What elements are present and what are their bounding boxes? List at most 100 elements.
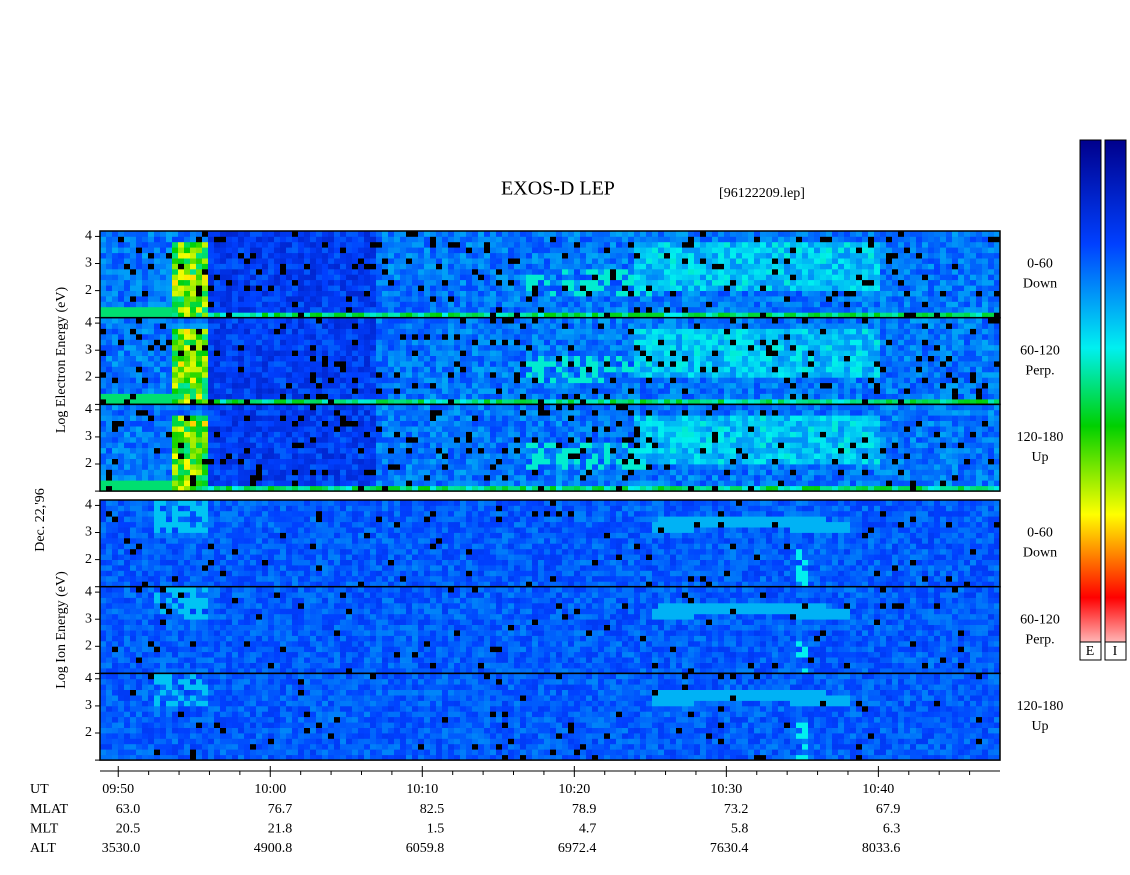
spectrogram-cell (898, 339, 905, 346)
spectrogram-cell (640, 252, 647, 259)
spectrogram-cell (868, 366, 875, 373)
spectrogram-cell (442, 312, 449, 319)
spectrogram-cell (520, 382, 527, 389)
spectrogram-cell (358, 274, 365, 281)
spectrogram-cell (256, 268, 263, 275)
spectrogram-cell (232, 393, 239, 400)
spectrogram-cell (868, 306, 875, 313)
spectrogram-cell (832, 258, 839, 264)
spectrogram-cell (370, 393, 377, 400)
spectrogram-cell (958, 388, 965, 394)
spectrogram-cell (238, 263, 245, 270)
spectrogram-cell (106, 442, 113, 449)
spectrogram-cell (394, 290, 401, 297)
spectrogram-cell (910, 334, 917, 340)
spectrogram-cell (556, 306, 563, 313)
spectrogram-cell (676, 241, 683, 248)
spectrogram-cell (634, 317, 641, 324)
spectrogram-cell (790, 301, 797, 308)
spectrogram-cell (574, 301, 581, 308)
spectrogram-cell (454, 361, 461, 367)
spectrogram-cell (466, 279, 473, 286)
spectrogram-cell (532, 382, 539, 389)
spectrogram-cell (490, 399, 497, 405)
spectrogram-cell (526, 334, 533, 340)
spectrogram-cell (502, 252, 509, 259)
spectrogram-cell (748, 279, 755, 286)
spectrogram-cell (490, 312, 497, 319)
spectrogram-cell (130, 290, 137, 297)
spectrogram-cell (718, 290, 725, 297)
spectrogram-cell (136, 393, 143, 400)
spectrogram-cell (364, 241, 371, 248)
spectrogram-cell (418, 388, 425, 394)
spectrogram-cell (376, 231, 383, 237)
spectrogram-cell (466, 334, 473, 340)
spectrogram-cell (892, 285, 899, 291)
spectrogram-cell (316, 317, 323, 324)
spectrogram-cell (460, 279, 467, 286)
spectrogram-cell (874, 334, 881, 340)
spectrogram-cell (862, 399, 869, 405)
spectrogram-cell (736, 350, 743, 356)
spectrogram-cell (664, 334, 671, 340)
spectrogram-cell (952, 231, 959, 237)
spectrogram-cell (154, 409, 161, 416)
spectrogram-cell (580, 393, 587, 400)
spectrogram-cell (616, 236, 623, 243)
spectrogram-cell (208, 301, 215, 308)
spectrogram-cell (376, 399, 383, 405)
spectrogram-cell (550, 279, 557, 286)
spectrogram-cell (550, 350, 557, 356)
spectrogram-cell (100, 350, 107, 356)
panel-range: 0-60 (1027, 257, 1053, 272)
spectrogram-cell (316, 247, 323, 254)
spectrogram-cell (232, 382, 239, 389)
spectrogram-cell (328, 231, 335, 237)
spectrogram-cell (898, 361, 905, 367)
spectrogram-cell (568, 344, 575, 351)
spectrogram-cell (226, 274, 233, 281)
spectrogram-cell (880, 279, 887, 286)
spectrogram-cell (670, 328, 677, 335)
spectrogram-cell (436, 268, 443, 275)
spectrogram-cell (562, 279, 569, 286)
spectrogram-cell (124, 334, 131, 340)
spectrogram-cell (352, 279, 359, 286)
spectrogram-cell (112, 404, 119, 411)
spectrogram-cell (202, 366, 209, 373)
spectrogram-cell (496, 344, 503, 351)
spectrogram-cell (178, 388, 185, 394)
spectrogram-cell (946, 268, 953, 275)
spectrogram-cell (148, 334, 155, 340)
spectrogram-cell (964, 241, 971, 248)
spectrogram-cell (490, 393, 497, 400)
spectrogram-cell (970, 274, 977, 281)
spectrogram-cell (412, 361, 419, 367)
spectrogram-cell (502, 361, 509, 367)
spectrogram-cell (916, 334, 923, 340)
spectrogram-cell (466, 339, 473, 346)
spectrogram-cell (304, 236, 311, 243)
spectrogram-cell (358, 339, 365, 346)
spectrogram-cell (700, 306, 707, 313)
spectrogram-cell (208, 317, 215, 324)
spectrogram-cell (172, 393, 179, 400)
spectrogram-cell (760, 290, 767, 297)
spectrogram-cell (160, 263, 167, 270)
spectrogram-cell (910, 371, 917, 378)
spectrogram-cell (310, 279, 317, 286)
spectrogram-cell (814, 371, 821, 378)
spectrogram-cell (166, 241, 173, 248)
spectrogram-cell (598, 328, 605, 335)
spectrogram-cell (922, 371, 929, 378)
spectrogram-cell (106, 426, 113, 432)
spectrogram-cell (598, 236, 605, 243)
spectrogram-cell (814, 306, 821, 313)
spectrogram-cell (796, 241, 803, 248)
spectrogram-cell (520, 247, 527, 254)
spectrogram-cell (112, 431, 119, 438)
spectrogram-cell (160, 268, 167, 275)
spectrogram-cell (244, 296, 251, 302)
spectrogram-cell (748, 285, 755, 291)
